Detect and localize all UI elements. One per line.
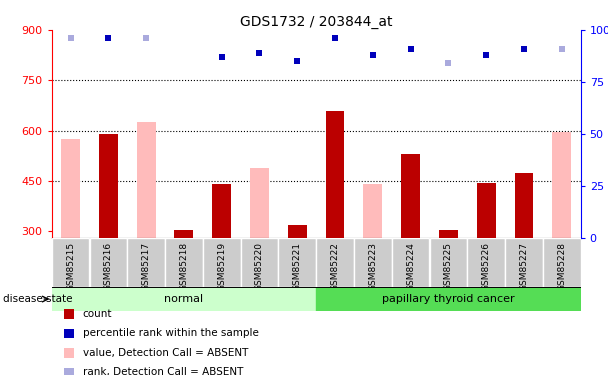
- Bar: [429, 238, 468, 287]
- Text: value, Detection Call = ABSENT: value, Detection Call = ABSENT: [83, 348, 248, 358]
- Bar: [61, 139, 80, 238]
- Bar: [316, 287, 581, 311]
- Bar: [477, 183, 496, 238]
- Text: count: count: [83, 309, 112, 319]
- Text: GSM85228: GSM85228: [558, 242, 566, 291]
- Text: GSM85221: GSM85221: [293, 242, 302, 291]
- Bar: [288, 225, 306, 238]
- Text: rank, Detection Call = ABSENT: rank, Detection Call = ABSENT: [83, 368, 243, 375]
- Bar: [89, 238, 127, 287]
- Text: GSM85216: GSM85216: [104, 242, 113, 291]
- Text: GSM85225: GSM85225: [444, 242, 453, 291]
- Bar: [64, 309, 74, 319]
- Text: GSM85223: GSM85223: [368, 242, 378, 291]
- Bar: [392, 238, 429, 287]
- Text: disease state: disease state: [3, 294, 72, 304]
- Bar: [64, 368, 74, 375]
- Bar: [52, 238, 89, 287]
- Bar: [99, 134, 118, 238]
- Text: GSM85220: GSM85220: [255, 242, 264, 291]
- Bar: [278, 238, 316, 287]
- Bar: [543, 238, 581, 287]
- Bar: [326, 111, 345, 238]
- Text: GSM85222: GSM85222: [331, 242, 339, 291]
- Bar: [64, 348, 74, 358]
- Text: GSM85217: GSM85217: [142, 242, 151, 291]
- Bar: [505, 238, 543, 287]
- Bar: [250, 168, 269, 238]
- Text: GSM85226: GSM85226: [482, 242, 491, 291]
- Bar: [127, 238, 165, 287]
- Bar: [174, 230, 193, 238]
- Bar: [364, 184, 382, 238]
- Text: GSM85215: GSM85215: [66, 242, 75, 291]
- Text: percentile rank within the sample: percentile rank within the sample: [83, 328, 258, 338]
- Bar: [401, 154, 420, 238]
- Bar: [316, 238, 354, 287]
- Bar: [52, 287, 316, 311]
- Bar: [64, 328, 74, 338]
- Bar: [354, 238, 392, 287]
- Bar: [468, 238, 505, 287]
- Text: GSM85218: GSM85218: [179, 242, 188, 291]
- Bar: [203, 238, 241, 287]
- Bar: [165, 238, 203, 287]
- Text: GSM85227: GSM85227: [519, 242, 528, 291]
- Bar: [514, 172, 533, 238]
- Title: GDS1732 / 203844_at: GDS1732 / 203844_at: [240, 15, 392, 29]
- Bar: [552, 132, 571, 238]
- Bar: [439, 230, 458, 238]
- Text: GSM85219: GSM85219: [217, 242, 226, 291]
- Bar: [241, 238, 278, 287]
- Text: GSM85224: GSM85224: [406, 242, 415, 291]
- Bar: [212, 184, 231, 238]
- Bar: [137, 122, 156, 238]
- Text: normal: normal: [164, 294, 204, 304]
- Text: papillary thyroid cancer: papillary thyroid cancer: [382, 294, 515, 304]
